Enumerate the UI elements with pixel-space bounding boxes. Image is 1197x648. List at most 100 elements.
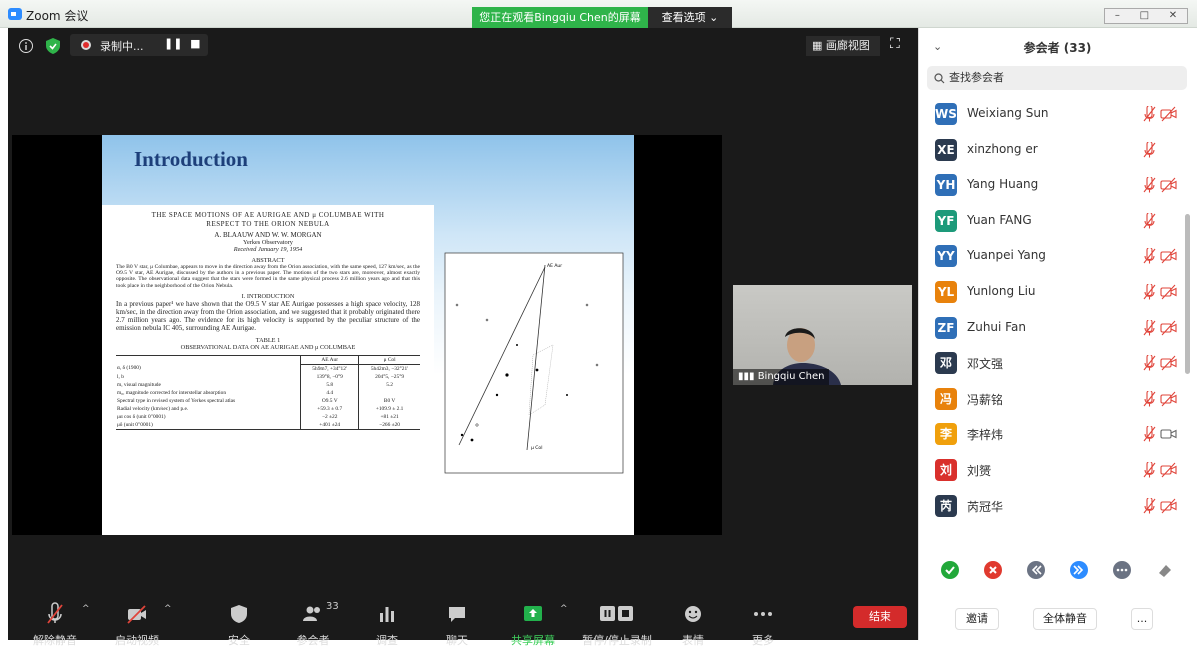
toolbar-button[interactable]: 共享屏幕 ^ (498, 598, 568, 648)
table-cell: Radial velocity (km/sec) and p.e. (117, 405, 189, 412)
participant-name: 李梓炜 (967, 428, 1004, 443)
no-button[interactable] (983, 560, 1003, 580)
toolbar-button[interactable]: 更多 (728, 598, 798, 648)
caret[interactable]: ^ (560, 604, 568, 614)
toolbar-button[interactable]: 聊天 (422, 598, 492, 648)
video-off-icon (1160, 498, 1177, 513)
paper-title: THE SPACE MOTIONS OF AE AURIGAE AND μ CO… (151, 211, 385, 228)
gallery-view[interactable]: ▦ 画廊视图 (806, 36, 880, 56)
toolbar-label[interactable]: 解除静音 (33, 634, 77, 647)
toolbar-button[interactable]: 调查 (352, 598, 422, 648)
table-cell: B0 V (358, 396, 420, 405)
toolbar-label[interactable]: 暂停/停止录制 (582, 634, 652, 647)
video-off-icon (1160, 284, 1177, 300)
toolbar-label[interactable]: 调查 (376, 634, 398, 647)
table-cell: m₀, magnitude corrected for interstellar… (117, 389, 227, 396)
pause-stop[interactable]: ❚❚ ■ (164, 37, 201, 50)
slower-button[interactable] (1026, 560, 1046, 580)
toolbar-label[interactable]: 聊天 (446, 634, 468, 647)
yes-button[interactable] (940, 560, 960, 580)
fullscreen-icon[interactable]: ⛶ (890, 36, 900, 52)
slide: Introduction THE SPACE MOTIONS OF AE AUR… (102, 135, 634, 535)
table-row: l, b 139°8, −0°9 204°5, −25°9 (116, 372, 420, 381)
caret[interactable]: ^ (164, 604, 172, 614)
recording-pill: 录制中... ❚❚ ■ (70, 34, 208, 56)
more-button[interactable]: ... (1131, 608, 1153, 630)
collapse-icon[interactable]: ⌄ (933, 40, 943, 53)
toolbar-button[interactable]: 暂停/停止录制 (582, 598, 652, 648)
toolbar-label[interactable]: 参会者 (296, 634, 330, 647)
toolbar-label[interactable]: 启动视频 (115, 634, 159, 647)
avatar: ZF (935, 316, 957, 339)
security-shield[interactable] (44, 37, 62, 55)
table-cell: l, b (117, 373, 124, 380)
participant-name: 刘赟 (967, 464, 992, 478)
mic-muted-icon (1143, 212, 1156, 229)
table-cell: 204°5, −25°9 (358, 372, 420, 381)
mic-muted-icon (1143, 355, 1156, 371)
table-header: AE Aur μ Col (116, 355, 420, 365)
more-reactions[interactable] (1112, 560, 1132, 580)
mic-muted-icon (1143, 426, 1156, 442)
invite-button[interactable]: 邀请 (955, 608, 999, 630)
video-name: ▮▮▮ Bingqiu Chen (733, 369, 830, 385)
toolbar-button[interactable]: 启动视频 ^ (102, 598, 172, 648)
participant-name: xinzhong er (967, 141, 1038, 156)
avatar: YY (935, 245, 957, 268)
table-cell (358, 388, 420, 397)
toolbar-button[interactable]: 参会者 33 (278, 598, 348, 648)
search-icon (934, 73, 945, 84)
table-row: Spectral type in revised system of Yerke… (116, 396, 420, 405)
toolbar-icon (685, 606, 701, 622)
participant-row: 李李梓炜 (919, 417, 1181, 451)
participant-row: 冯冯薪铭 (919, 382, 1181, 416)
avatar: 芮 (935, 494, 957, 517)
table-row: μδ (unit 0″0001) +401 ±24 −266 ±20 (116, 420, 420, 430)
table-cell: +59.3 ± 0.7 (300, 404, 359, 413)
star-plot: AE Aur μ Col (444, 252, 624, 474)
participant-name: Yuanpei Yang (967, 248, 1046, 263)
video-off-icon (1160, 355, 1177, 371)
mic-muted-icon (1143, 390, 1156, 407)
slide-title: Introduction (134, 147, 248, 171)
end-button[interactable]: 结束 (853, 606, 907, 628)
toolbar-button[interactable]: 表情 (658, 598, 728, 648)
toolbar-icon (449, 607, 465, 622)
participant-row: ZF Zuhui Fan (919, 311, 1181, 345)
view-options[interactable]: 查看选项 ⌄ (648, 7, 732, 28)
table-cell: α, δ (1900) (117, 365, 141, 372)
table-cell: Spectral type in revised system of Yerke… (117, 397, 236, 404)
view-options-label[interactable]: 查看选项 (661, 11, 706, 24)
table-cell: 4.4 (300, 388, 359, 397)
scrollbar (1185, 214, 1190, 374)
mute-all-button[interactable]: 全体静音 (1033, 608, 1097, 630)
toolbar-button[interactable]: 解除静音 ^ (20, 598, 90, 648)
avatar: YH (935, 174, 957, 197)
toolbar-label[interactable]: 更多 (752, 634, 774, 647)
avatar: 冯 (935, 387, 957, 410)
toolbar-label[interactable]: 表情 (682, 634, 704, 647)
table-cell (116, 355, 301, 364)
meeting-area: 录制中... ❚❚ ■ ▦ 画廊视图 ⛶ Introduction THE SP… (8, 28, 918, 647)
info-icon[interactable] (18, 38, 34, 54)
toolbar-button[interactable]: 安全 (204, 598, 274, 648)
clear-button[interactable] (1155, 560, 1175, 580)
table-column: μ Col (358, 355, 420, 365)
panel-title: 参会者 (33) (1023, 41, 1092, 55)
caret[interactable]: ^ (82, 604, 90, 614)
mic-muted-icon (1143, 177, 1156, 193)
participant-row: YL Yunlong Liu (919, 275, 1181, 309)
title-bar: Zoom 会议 您正在观看Bingqiu Chen的屏幕 查看选项 ⌄ – □ ✕ (0, 0, 1197, 28)
toolbar-label[interactable]: 安全 (228, 634, 250, 647)
gallery-view-label[interactable]: 画廊视图 (825, 39, 870, 52)
window-controls[interactable]: – □ ✕ (1104, 8, 1188, 24)
table-column: AE Aur (300, 355, 359, 365)
toolbar-label[interactable]: 共享屏幕 (511, 634, 555, 647)
recording-label: 录制中... (100, 40, 144, 53)
search-box[interactable]: 查找参会者 (927, 66, 1187, 90)
mic-muted-icon (1143, 462, 1156, 478)
faster-button[interactable] (1069, 560, 1089, 580)
toolbar-icon (303, 606, 320, 621)
search-placeholder[interactable]: 查找参会者 (949, 71, 1004, 84)
intro-text: In a previous paper¹ we have shown that … (116, 300, 420, 333)
